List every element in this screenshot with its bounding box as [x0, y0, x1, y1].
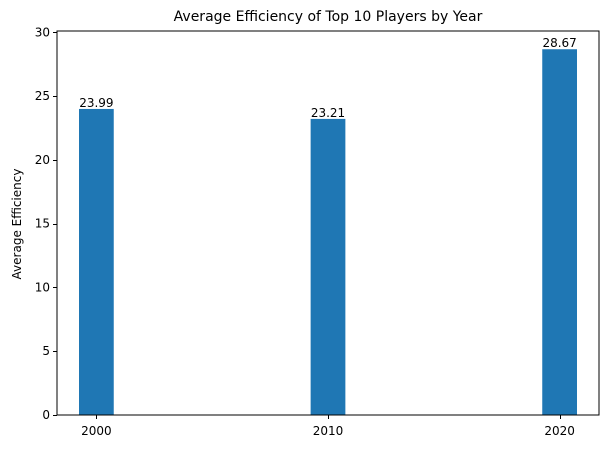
x-tick-label-2020: 2020 — [544, 424, 575, 438]
chart-title: Average Efficiency of Top 10 Players by … — [174, 9, 483, 25]
plot-frame — [56, 30, 600, 416]
y-tick-label-25: 25 — [35, 89, 50, 103]
data-label-2010: 23.21 — [311, 106, 345, 120]
data-label-2000: 23.99 — [79, 96, 113, 110]
x-tick-label-2000: 2000 — [81, 424, 112, 438]
data-labels-group: 23.99 23.21 28.67 — [79, 36, 577, 120]
y-tick-label-5: 5 — [42, 344, 50, 358]
bar-2020 — [542, 49, 577, 415]
bars-group — [79, 49, 577, 416]
x-axis: 2000 2010 2020 — [81, 415, 575, 438]
data-label-2020: 28.67 — [542, 36, 576, 50]
y-tick-label-20: 20 — [35, 153, 50, 167]
y-tick-label-15: 15 — [35, 217, 50, 231]
x-tick-label-2010: 2010 — [313, 424, 344, 438]
y-tick-label-30: 30 — [35, 25, 50, 39]
bar-2010 — [310, 118, 346, 416]
y-tick-label-10: 10 — [35, 280, 50, 294]
y-axis: 0 5 10 15 20 25 30 — [35, 25, 57, 422]
y-tick-label-0: 0 — [42, 408, 50, 422]
y-axis-label: Average Efficiency — [10, 169, 24, 280]
bar-2000 — [79, 108, 114, 415]
